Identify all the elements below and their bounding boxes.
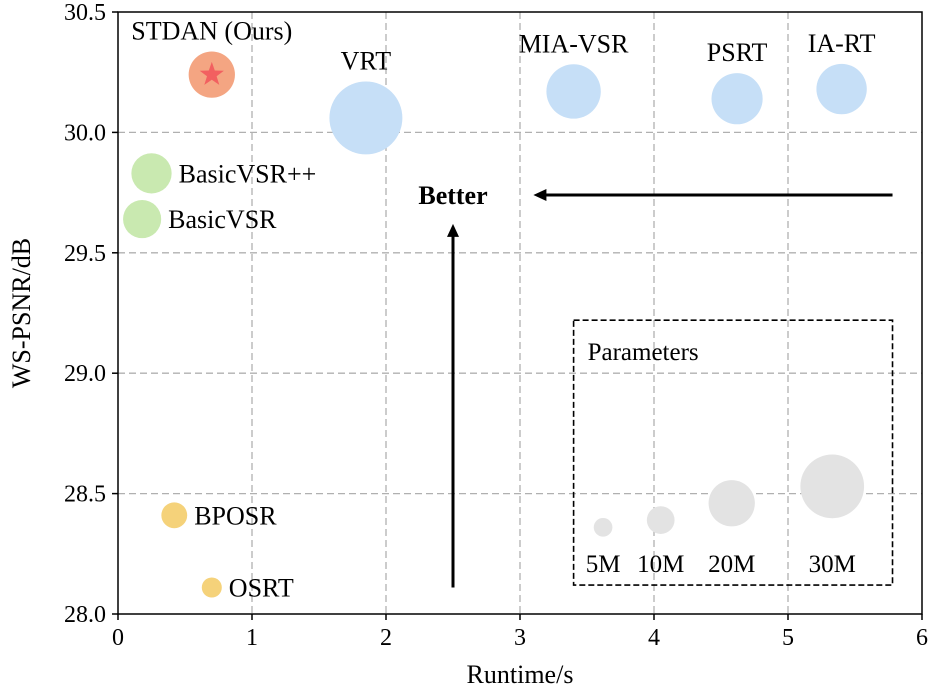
bubble-psrt [711, 73, 763, 125]
bubble-label: MIA-VSR [519, 29, 629, 58]
bubble-osrt [201, 577, 222, 598]
bubble-label: BPOSR [194, 501, 277, 530]
x-tick-label: 1 [246, 625, 258, 651]
bubble-vrt [329, 81, 403, 155]
y-tick-label: 28.5 [64, 482, 106, 508]
better-label: Better [418, 181, 487, 210]
x-tick-label: 2 [380, 625, 392, 651]
size-legend-circle [646, 506, 675, 534]
bubble-bposr [161, 502, 188, 529]
bubble-label: IA-RT [808, 29, 876, 58]
bubble-label: BasicVSR [168, 205, 277, 234]
x-axis-label: Runtime/s [467, 660, 574, 689]
size-legend-label: 30M [809, 551, 856, 578]
bubble-label: VRT [341, 46, 392, 75]
size-legend-label: 10M [637, 551, 684, 578]
bubble-label: OSRT [229, 574, 294, 603]
bubble-label: PSRT [707, 38, 768, 67]
parameters-size-legend: Parameters 5M 10M 20M 30M [572, 319, 894, 586]
model-bubbles: STDAN (Ours) VRT MIA-VSR PSRT IA-RT BasicVSR+… [123, 16, 876, 603]
axes: 0 1 2 3 4 5 6 28.0 28.5 29.0 29.5 30.0 30.5 [64, 0, 928, 651]
bubble-label: STDAN (Ours) [131, 16, 292, 45]
x-tick-label: 3 [514, 625, 526, 651]
size-legend-circle [593, 517, 613, 537]
y-tick-label: 30.0 [64, 120, 106, 146]
y-tick-label: 30.5 [64, 0, 106, 26]
star-marker [199, 61, 224, 85]
y-tick-label: 29.0 [64, 361, 106, 387]
parameters-legend-box [572, 319, 894, 586]
x-tick-label: 5 [782, 625, 794, 651]
y-tick-label: 28.0 [64, 602, 106, 628]
size-legend-label: 5M [586, 551, 621, 578]
y-tick-label: 29.5 [64, 241, 106, 267]
parameters-legend-title: Parameters [588, 339, 699, 366]
bubble-mia-vsr [546, 64, 601, 119]
size-legend-label: 20M [708, 551, 755, 578]
size-legend-circle [708, 480, 755, 527]
x-tick-label: 4 [648, 625, 660, 651]
x-tick-label: 6 [916, 625, 928, 651]
x-tick-label: 0 [112, 625, 124, 651]
bubble-basicvsr [123, 200, 162, 239]
size-legend-circle [800, 454, 865, 519]
bubble-ia-rt [816, 63, 867, 115]
better-annotations: Better [418, 181, 893, 588]
arrow-up-head [447, 223, 459, 237]
bubble-basicvsr- [131, 153, 172, 194]
arrow-left-head [533, 189, 547, 202]
y-axis-label: WS-PSNR/dB [7, 238, 36, 388]
bubble-label: BasicVSR++ [179, 159, 317, 188]
